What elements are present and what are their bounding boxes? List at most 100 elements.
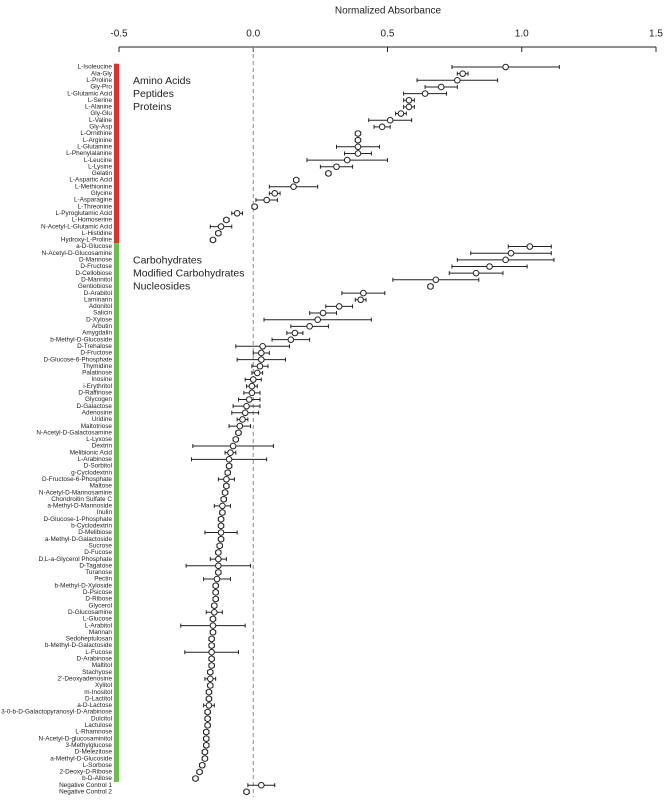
category-label: Lactulose — [85, 722, 113, 729]
dot — [212, 582, 219, 590]
dot — [459, 70, 466, 77]
category-label: a-Methyl-D-Glucoside — [50, 755, 112, 762]
dot — [208, 635, 215, 643]
dot — [360, 289, 367, 297]
category-label: Salicin — [93, 310, 112, 317]
dot — [502, 256, 509, 264]
dot — [243, 788, 250, 796]
dot — [354, 150, 362, 157]
group-bar — [114, 243, 119, 782]
dot — [223, 476, 230, 483]
category-label: b-Methyl-D-Glucoside — [50, 336, 112, 343]
dot — [405, 103, 413, 111]
category-label: a-D-Lactose — [77, 702, 112, 709]
dot — [232, 436, 240, 443]
category-label: N-Acetyl-D-Galactosamine — [36, 429, 112, 436]
category-label: N-Acetyl-L-Glutamic Acid — [41, 223, 112, 230]
category-label: Hydroxy-L-Proline — [61, 237, 113, 244]
dot — [215, 229, 222, 237]
dot — [205, 688, 213, 696]
category-label: Turanose — [85, 569, 112, 576]
dot — [206, 682, 214, 689]
dot — [335, 303, 343, 310]
group-label: Amino Acids — [133, 75, 191, 87]
category-label: Amygdalin — [82, 330, 112, 337]
category-label: Xylitol — [95, 682, 112, 689]
dot — [225, 462, 233, 470]
category-label: L-Arginine — [83, 137, 113, 144]
dot — [239, 416, 246, 423]
category-label: Maltose — [90, 483, 113, 490]
category-label: Thymidine — [83, 363, 113, 370]
category-label: L-Glutamine — [77, 143, 112, 150]
category-label: Stachyose — [82, 669, 112, 676]
dot — [287, 336, 295, 343]
dot — [215, 549, 222, 556]
x-tick-label: -0.5 — [110, 29, 128, 40]
dot — [225, 456, 233, 463]
dot — [227, 449, 234, 457]
category-label: 2'-Deoxyadenosine — [57, 675, 112, 682]
category-label: Glycogen — [85, 396, 112, 403]
category-label: Sedoheptulosan — [66, 636, 113, 643]
category-label: L-Alanine — [85, 104, 112, 111]
category-label: N-Acetyl-D-Mannosamine — [39, 489, 113, 496]
dot — [215, 562, 222, 570]
category-label: Negative Control 1 — [59, 782, 112, 789]
group-label: Nucleosides — [133, 280, 190, 292]
dot — [243, 402, 250, 410]
dot — [258, 349, 265, 357]
category-label: L-Serine — [88, 97, 113, 104]
dot — [427, 283, 434, 290]
category-label: b-Cyclodextrin — [71, 523, 112, 530]
category-label: L-Rhamnose — [75, 729, 112, 736]
category-label: L-Threonine — [78, 203, 113, 210]
dot — [263, 196, 270, 204]
dot — [357, 296, 364, 304]
category-label: D-Arabinose — [76, 656, 112, 663]
dot — [249, 376, 257, 383]
dot — [437, 83, 445, 91]
dot — [215, 569, 222, 576]
category-label: L-Pyroglutamic Acid — [56, 210, 113, 217]
dot — [209, 622, 217, 629]
dot — [217, 223, 225, 230]
dot — [223, 216, 230, 224]
dot — [204, 722, 211, 729]
category-label: 2-Deoxy-D-Ribose — [59, 769, 112, 776]
category-label: D-Fructose-6-Phosphate — [42, 476, 112, 483]
group-label: Modified Carbohydrates — [133, 267, 244, 279]
dot — [314, 316, 321, 324]
category-label: b-Methyl-D-Galactoside — [45, 642, 113, 649]
dot — [205, 695, 213, 703]
dot — [198, 761, 206, 769]
category-label: D-Tagatose — [79, 562, 112, 569]
dot — [248, 389, 256, 397]
category-label: Adenosine — [82, 409, 113, 416]
dot — [217, 515, 225, 523]
dot — [354, 136, 362, 144]
category-label: L-Homoserine — [72, 217, 113, 224]
dot — [217, 535, 225, 543]
category-label: L-Arabitol — [85, 622, 112, 629]
category-label: D-Psicose — [83, 589, 113, 596]
category-label: N-Acetyl-D-Glucosamine — [42, 250, 113, 257]
dot — [204, 715, 211, 723]
category-label: L-Isoleucine — [78, 64, 113, 71]
dot — [206, 675, 214, 683]
category-label: Laminarin — [84, 296, 113, 303]
dot — [215, 555, 222, 563]
dot — [241, 409, 249, 417]
category-label: Chondroitin Sulfate C — [51, 496, 112, 503]
category-label: Palatinose — [82, 370, 112, 377]
dot — [201, 748, 209, 756]
category-label: L-Leucine — [84, 157, 113, 164]
dot — [209, 615, 217, 623]
dot — [251, 203, 258, 210]
dot — [202, 735, 210, 742]
dot — [432, 276, 440, 284]
category-label: Maltitol — [92, 662, 112, 669]
group-label: Carbohydrates — [133, 254, 202, 266]
category-label: Glycerol — [89, 602, 112, 609]
